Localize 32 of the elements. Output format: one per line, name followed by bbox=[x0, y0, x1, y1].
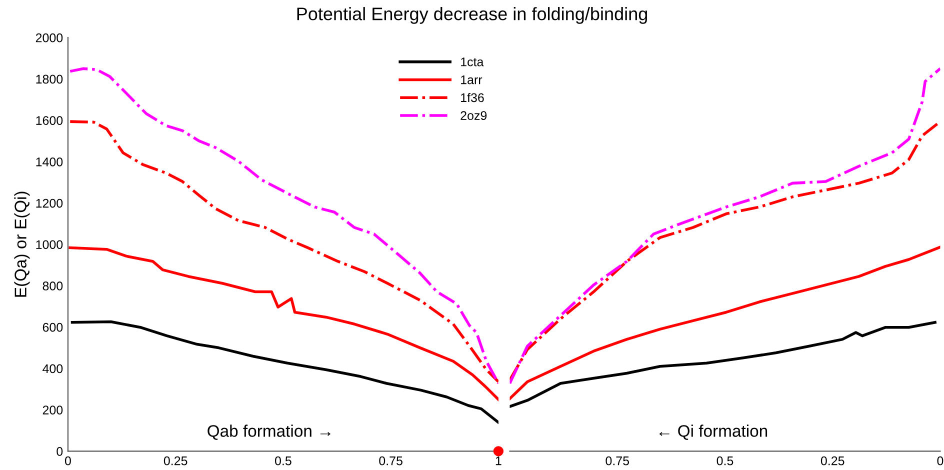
y-tick-label: 200 bbox=[42, 406, 63, 414]
x-tick-label: 1 bbox=[496, 456, 502, 466]
y-tick-label: 800 bbox=[42, 282, 63, 290]
x-tick-label: 0 bbox=[937, 456, 944, 466]
y-axis-title: E(Qa) or E(Qi) bbox=[14, 192, 30, 297]
y-tick-label: 1600 bbox=[36, 116, 63, 125]
legend-label: 1f36 bbox=[461, 92, 484, 102]
x-tick-label: 0.25 bbox=[820, 456, 844, 466]
y-tick-label: 1800 bbox=[36, 74, 63, 84]
x-tick-label: 0 bbox=[64, 456, 71, 466]
legend-label: 1cta bbox=[461, 58, 484, 66]
legend-label: 1arr bbox=[461, 75, 482, 84]
y-tick-label: 600 bbox=[42, 322, 63, 332]
y-tick-label: 2000 bbox=[36, 33, 63, 42]
chart-title: Potential Energy decrease in folding/binding bbox=[297, 7, 648, 24]
annotation: ← Qi formation bbox=[659, 424, 768, 440]
x-tick-label: 0.5 bbox=[275, 456, 292, 466]
line-series bbox=[68, 120, 498, 384]
line-series bbox=[68, 246, 498, 401]
line-series bbox=[68, 67, 498, 385]
y-tick-label: 1000 bbox=[36, 240, 63, 250]
y-tick-label: 1200 bbox=[36, 198, 63, 208]
x-tick-label: 0.75 bbox=[606, 456, 630, 466]
x-tick-label: 0.25 bbox=[164, 456, 188, 466]
line-series bbox=[70, 320, 498, 424]
y-tick-label: 400 bbox=[42, 364, 63, 374]
legend-label: 2oz9 bbox=[460, 111, 487, 120]
y-tick-label: 0 bbox=[56, 447, 63, 456]
x-tick-label: 0.5 bbox=[716, 456, 734, 466]
annotation: Qab formation → bbox=[208, 424, 330, 440]
y-tick-label: 1400 bbox=[36, 157, 63, 166]
x-tick-label: 0.75 bbox=[379, 456, 402, 466]
